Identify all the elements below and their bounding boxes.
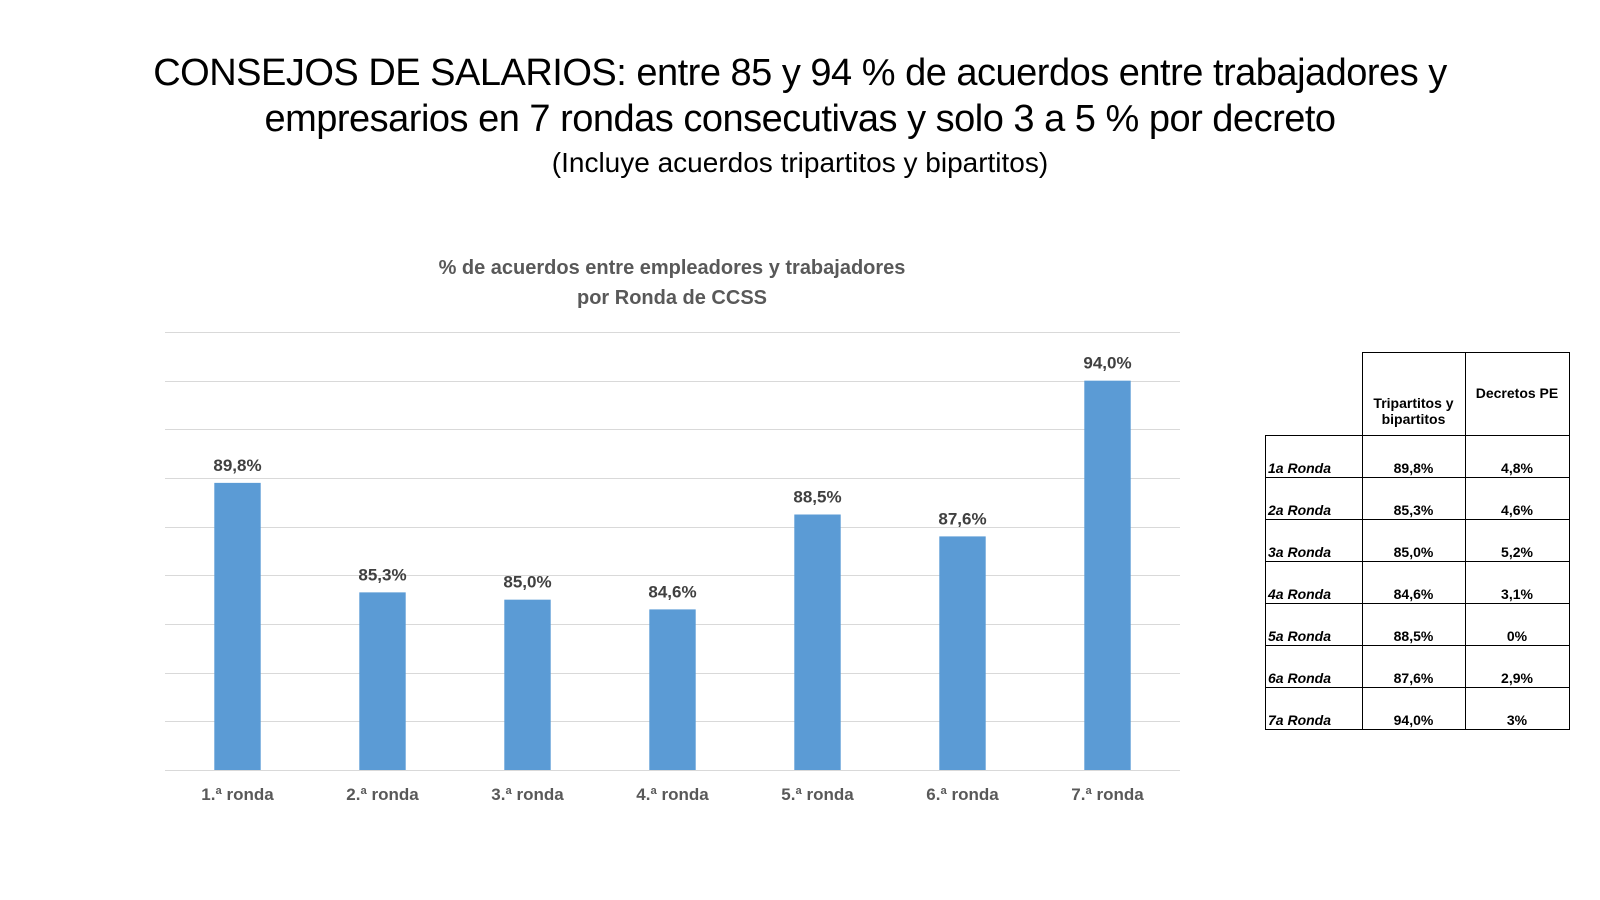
data-label: 94,0%: [1083, 354, 1131, 373]
table-row-label: 3a Ronda: [1265, 518, 1363, 562]
bar: [939, 536, 986, 770]
bar: [504, 599, 551, 770]
table-body: 1a Ronda 89,8% 4,8% 2a Ronda 85,3% 4,6% 3a Ron…: [1265, 434, 1570, 730]
data-label: 85,3%: [358, 565, 406, 584]
table-cell-tripartitos: 94,0%: [1361, 686, 1466, 730]
table-cell-decretos: 2,9%: [1464, 644, 1570, 688]
data-label: 87,6%: [938, 509, 986, 528]
chart-title-line: por Ronda de CCSS: [577, 287, 767, 309]
table-row: 5a Ronda 88,5% 0%: [1265, 602, 1570, 646]
x-tick-label: 7.ª ronda: [1071, 785, 1144, 804]
table-row: 6a Ronda 87,6% 2,9%: [1265, 644, 1570, 688]
table-row-label: 4a Ronda: [1265, 560, 1363, 604]
table-cell-decretos: 4,6%: [1464, 476, 1570, 520]
bar: [214, 482, 261, 770]
chart-data-labels: 89,8% 85,3% 85,0% 84,6% 88,5% 87,6% 94,0%: [213, 354, 1131, 602]
table-row: 7a Ronda 94,0% 3%: [1265, 686, 1570, 730]
table-row-label: 6a Ronda: [1265, 644, 1363, 688]
x-tick-label: 6.ª ronda: [926, 785, 999, 804]
table-header-row: Tripartitos y bipartitos Decretos PE: [1265, 352, 1570, 436]
table-cell-tripartitos: 88,5%: [1361, 602, 1466, 646]
table-row: 1a Ronda 89,8% 4,8%: [1265, 434, 1570, 478]
table-header-decretos: Decretos PE: [1464, 352, 1570, 436]
chart-title: % de acuerdos entre empleadores y trabaj…: [439, 257, 906, 309]
chart-x-axis-ticks: 1.ª ronda 2.ª ronda 3.ª ronda 4.ª ronda 5.ª …: [201, 785, 1144, 804]
table-cell-tripartitos: 87,6%: [1361, 644, 1466, 688]
table-cell-decretos: 3,1%: [1464, 560, 1570, 604]
bar: [649, 609, 696, 770]
table-cell-decretos: 3%: [1464, 686, 1570, 730]
x-tick-label: 1.ª ronda: [201, 785, 274, 804]
data-label: 84,6%: [648, 582, 696, 601]
table-header-tripartitos: Tripartitos y bipartitos: [1361, 352, 1466, 436]
bar-chart: % de acuerdos entre empleadores y trabaj…: [165, 257, 1180, 804]
table-row: 2a Ronda 85,3% 4,6%: [1265, 476, 1570, 520]
table-row: 4a Ronda 84,6% 3,1%: [1265, 560, 1570, 604]
rounds-table: Tripartitos y bipartitos Decretos PE 1a …: [1265, 352, 1570, 730]
table-row-label: 1a Ronda: [1265, 434, 1363, 478]
slide-title: CONSEJOS DE SALARIOS: entre 85 y 94 % de…: [0, 50, 1600, 182]
table-row-label: 5a Ronda: [1265, 602, 1363, 646]
table-cell-decretos: 5,2%: [1464, 518, 1570, 562]
table-row-label: 7a Ronda: [1265, 686, 1363, 730]
table-cell-decretos: 0%: [1464, 602, 1570, 646]
table-cell-tripartitos: 85,0%: [1361, 518, 1466, 562]
data-label: 88,5%: [793, 488, 841, 507]
x-tick-label: 4.ª ronda: [636, 785, 709, 804]
x-tick-label: 3.ª ronda: [491, 785, 564, 804]
data-label: 89,8%: [213, 456, 261, 475]
slide-subtitle: (Incluye acuerdos tripartitos y bipartit…: [551, 147, 1049, 178]
table-cell-tripartitos: 85,3%: [1361, 476, 1466, 520]
slide-title-line-2: empresarios en 7 rondas consecutivas y s…: [264, 98, 1336, 140]
chart-bars: [214, 380, 1131, 770]
table-row: 3a Ronda 85,0% 5,2%: [1265, 518, 1570, 562]
table-cell-tripartitos: 84,6%: [1361, 560, 1466, 604]
x-tick-label: 2.ª ronda: [346, 785, 419, 804]
table-cell-tripartitos: 89,8%: [1361, 434, 1466, 478]
table-row-label: 2a Ronda: [1265, 476, 1363, 520]
data-label: 85,0%: [503, 573, 551, 592]
table-cell-decretos: 4,8%: [1464, 434, 1570, 478]
table-corner-cell: [1265, 352, 1362, 436]
bar: [1084, 380, 1131, 770]
bar: [794, 514, 841, 770]
chart-title-line: % de acuerdos entre empleadores y trabaj…: [439, 257, 906, 279]
x-tick-label: 5.ª ronda: [781, 785, 854, 804]
bar: [359, 592, 406, 770]
slide-title-line-1: CONSEJOS DE SALARIOS: entre 85 y 94 % de…: [153, 52, 1447, 94]
